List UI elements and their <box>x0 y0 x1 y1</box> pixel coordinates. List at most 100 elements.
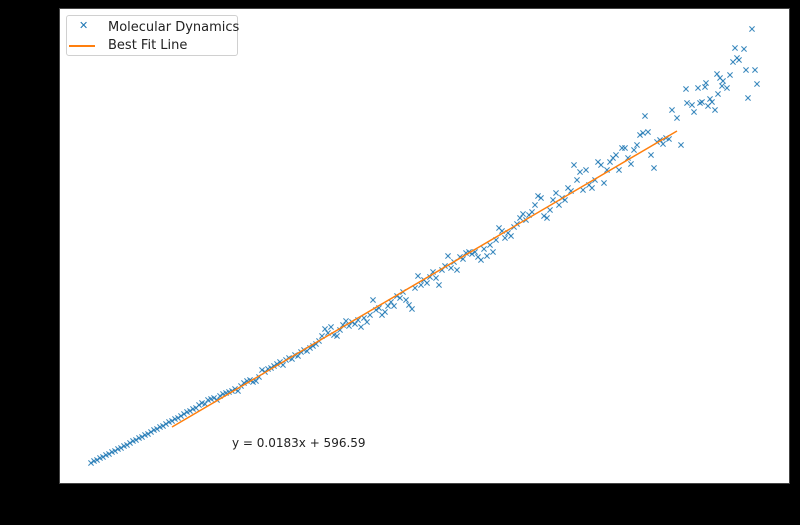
data-point <box>743 67 749 73</box>
data-point <box>409 306 415 312</box>
data-point <box>520 211 526 217</box>
data-point <box>187 408 193 414</box>
data-point <box>334 333 340 339</box>
data-point <box>727 72 733 78</box>
data-point <box>589 185 595 191</box>
data-point <box>553 190 559 196</box>
data-point <box>118 445 124 451</box>
data-point <box>574 177 580 183</box>
data-point <box>754 81 760 87</box>
data-point <box>502 235 508 241</box>
data-point <box>583 167 589 173</box>
data-point <box>397 295 403 301</box>
data-point <box>133 437 139 443</box>
data-point <box>343 318 349 324</box>
data-point <box>699 99 705 105</box>
data-point <box>415 273 421 279</box>
data-point <box>424 280 430 286</box>
data-point <box>529 209 535 215</box>
data-point <box>580 187 586 193</box>
data-point <box>127 440 133 446</box>
data-point <box>674 115 680 121</box>
data-point <box>481 246 487 252</box>
data-point <box>448 265 454 271</box>
data-point <box>169 418 175 424</box>
data-point <box>508 233 514 239</box>
data-point <box>648 152 654 158</box>
data-point <box>490 249 496 255</box>
data-point <box>478 257 484 263</box>
data-point <box>241 380 247 386</box>
data-point <box>645 129 651 135</box>
data-point <box>712 107 718 113</box>
data-point <box>598 162 604 168</box>
data-point <box>752 67 758 73</box>
data-point <box>403 297 409 303</box>
data-point <box>732 45 738 51</box>
best-fit-line <box>171 130 678 428</box>
data-point <box>714 71 720 77</box>
data-point <box>433 275 439 281</box>
data-point <box>106 451 112 457</box>
data-point <box>211 395 217 401</box>
data-point <box>112 448 118 454</box>
data-point <box>139 434 145 440</box>
legend-item-best-fit-line: Best Fit Line <box>67 36 187 54</box>
x-marker-icon: ✕ <box>79 19 89 32</box>
data-point <box>749 26 755 32</box>
data-point <box>178 413 184 419</box>
data-point <box>642 113 648 119</box>
data-point <box>720 78 726 84</box>
data-point <box>571 162 577 168</box>
data-point <box>719 83 725 89</box>
line-marker-icon <box>67 36 107 54</box>
data-point <box>616 167 622 173</box>
data-point <box>436 282 442 288</box>
data-point <box>382 309 388 315</box>
data-point <box>634 142 640 148</box>
data-point <box>607 159 613 165</box>
data-point <box>391 303 397 309</box>
data-point <box>310 343 316 349</box>
data-point <box>613 152 619 158</box>
data-point <box>631 147 637 153</box>
data-point <box>88 460 94 466</box>
data-point <box>364 319 370 325</box>
data-point <box>370 297 376 303</box>
scatter-series-molecular-dynamics <box>88 26 760 466</box>
data-point <box>94 457 100 463</box>
data-point <box>625 155 631 161</box>
data-point <box>577 169 583 175</box>
data-point <box>175 415 181 421</box>
fit-equation-annotation: y = 0.0183x + 596.59 <box>232 436 366 450</box>
data-point <box>160 423 166 429</box>
data-point <box>541 213 547 219</box>
legend: ✕ Molecular Dynamics Best Fit Line <box>66 15 239 56</box>
data-point <box>196 402 202 408</box>
data-point <box>703 80 709 86</box>
data-point <box>322 326 328 332</box>
data-point <box>640 130 646 136</box>
data-point <box>678 142 684 148</box>
data-point <box>535 193 541 199</box>
data-point <box>340 322 346 328</box>
data-point <box>124 442 130 448</box>
data-point <box>352 321 358 327</box>
data-point <box>550 197 556 203</box>
data-point <box>695 85 701 91</box>
legend-label: Best Fit Line <box>108 37 188 53</box>
data-point <box>259 367 265 373</box>
data-point <box>328 324 334 330</box>
data-point <box>683 86 689 92</box>
data-point <box>418 282 424 288</box>
data-point <box>358 324 364 330</box>
data-point <box>538 195 544 201</box>
data-point <box>684 100 690 106</box>
data-point <box>148 429 154 435</box>
data-point <box>181 411 187 417</box>
data-point <box>517 215 523 221</box>
data-point <box>736 57 742 63</box>
data-point <box>745 95 751 101</box>
data-point <box>689 102 695 108</box>
